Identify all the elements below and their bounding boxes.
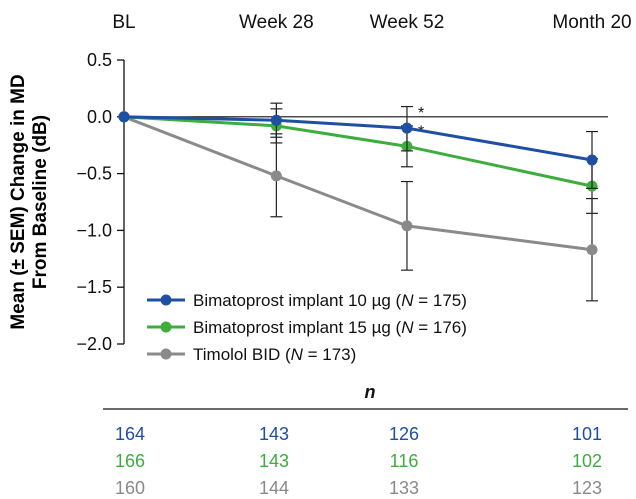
y-tick-label: −0.5 bbox=[76, 164, 112, 184]
n-table-cell: 116 bbox=[390, 451, 419, 471]
x-category-label: Month 20 bbox=[552, 12, 631, 33]
legend-entry: Bimatoprost implant 10 µg (N = 175) bbox=[193, 291, 467, 310]
legend-swatch-marker bbox=[160, 321, 172, 333]
x-category-label: Week 28 bbox=[239, 12, 314, 33]
significance-marker: * bbox=[418, 105, 424, 122]
data-point bbox=[586, 154, 598, 166]
legend: Bimatoprost implant 10 µg (N = 175) Bimat… bbox=[147, 291, 467, 364]
n-table-cell: 166 bbox=[115, 451, 145, 471]
x-category-label: BL bbox=[112, 12, 135, 33]
n-table-cell: 143 bbox=[259, 424, 289, 444]
y-axis-label-line2: From Baseline (dB) bbox=[30, 115, 51, 289]
data-point bbox=[270, 170, 282, 182]
y-tick-label: −2.0 bbox=[76, 334, 112, 354]
data-point bbox=[118, 111, 130, 123]
n-table-header: n bbox=[365, 382, 376, 402]
legend-swatch-marker bbox=[160, 294, 172, 306]
data-point bbox=[586, 244, 598, 256]
n-table-cell: 102 bbox=[572, 451, 602, 471]
series-group: ** bbox=[118, 102, 598, 302]
series-line bbox=[123, 115, 593, 252]
legend-swatch-marker bbox=[160, 348, 172, 360]
y-tick-label: 0.5 bbox=[87, 50, 112, 70]
series-line bbox=[123, 115, 593, 188]
data-point bbox=[270, 114, 282, 126]
y-tick-label: −1.5 bbox=[76, 277, 112, 297]
n-table-cell: 164 bbox=[115, 424, 145, 444]
n-table: n 164 143 126 101 166 143 116 102 160 144 133 123 bbox=[103, 382, 628, 498]
series: * bbox=[118, 102, 598, 189]
y-axis-label-line1: Mean (± SEM) Change in MD bbox=[8, 74, 29, 329]
series bbox=[118, 111, 598, 302]
n-table-cell: 101 bbox=[572, 424, 602, 444]
n-table-cell: 144 bbox=[259, 478, 289, 498]
y-tick-label: −1.0 bbox=[76, 220, 112, 240]
x-category-label: Week 52 bbox=[370, 12, 445, 33]
legend-entry: Bimatoprost implant 15 µg (N = 176) bbox=[193, 318, 467, 337]
n-table-cell: 160 bbox=[115, 478, 145, 498]
x-category-labels: BL Week 28 Week 52 Month 20 bbox=[112, 12, 631, 33]
y-tick-label: 0.0 bbox=[87, 107, 112, 127]
n-table-cell: 123 bbox=[572, 478, 602, 498]
n-table-cell: 143 bbox=[259, 451, 289, 471]
legend-entry: Timolol BID (N = 173) bbox=[193, 345, 356, 364]
n-table-cell: 126 bbox=[389, 424, 419, 444]
data-point bbox=[401, 220, 413, 232]
y-axis: 0.5 0.0 −0.5 −1.0 −1.5 −2.0 bbox=[76, 50, 125, 354]
n-table-cell: 133 bbox=[389, 478, 419, 498]
series-line bbox=[123, 115, 593, 162]
data-point bbox=[401, 122, 413, 134]
